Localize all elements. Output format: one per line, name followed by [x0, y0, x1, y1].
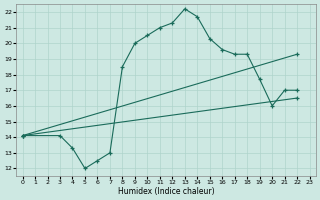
X-axis label: Humidex (Indice chaleur): Humidex (Indice chaleur) [118, 187, 214, 196]
